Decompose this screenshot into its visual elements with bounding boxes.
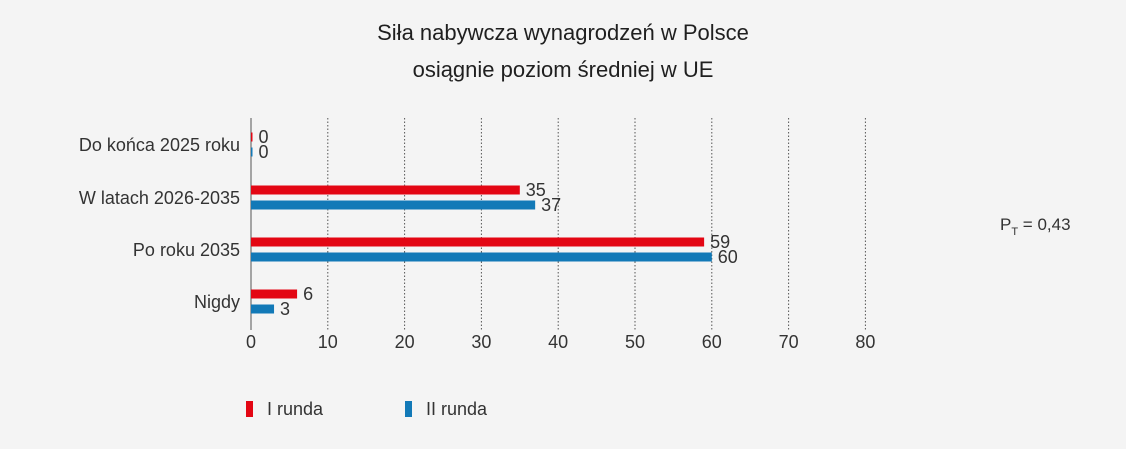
category-label: Nigdy: [194, 292, 240, 312]
data-label: 35: [526, 180, 546, 200]
legend-label: I runda: [267, 399, 324, 419]
bar: [251, 289, 298, 299]
data-label: 0: [259, 127, 269, 147]
chart-title-line-2: osiągnie poziom średniej w UE: [412, 57, 714, 82]
statistic-annotation: PT = 0,43: [1000, 215, 1071, 238]
data-label: 6: [303, 284, 313, 304]
statistic-value: = 0,43: [1018, 215, 1070, 234]
x-tick-label: 60: [702, 332, 722, 352]
x-tick-label: 0: [246, 332, 256, 352]
x-tick-label: 20: [395, 332, 415, 352]
x-tick-label: 80: [855, 332, 875, 352]
x-tick-label: 30: [471, 332, 491, 352]
bar: [251, 200, 536, 210]
data-label: 59: [710, 232, 730, 252]
x-tick-label: 50: [625, 332, 645, 352]
data-label: 60: [718, 247, 738, 267]
chart-title-line-1: Siła nabywcza wynagrodzeń w Polsce: [377, 20, 749, 45]
bar: [251, 252, 712, 262]
legend-label: II runda: [426, 399, 488, 419]
data-label: 0: [259, 142, 269, 162]
bar: [251, 237, 705, 247]
data-label: 37: [541, 195, 561, 215]
bar: [251, 147, 253, 157]
legend-swatch: [246, 401, 253, 417]
bar: [251, 132, 253, 142]
category-label: W latach 2026-2035: [79, 188, 240, 208]
statistic-subscript: T: [1011, 226, 1018, 238]
x-tick-label: 70: [779, 332, 799, 352]
category-label: Do końca 2025 roku: [79, 135, 240, 155]
bar: [251, 185, 520, 195]
x-tick-label: 40: [548, 332, 568, 352]
category-label: Po roku 2035: [133, 240, 240, 260]
bar: [251, 304, 275, 314]
x-tick-label: 10: [318, 332, 338, 352]
data-label: 3: [280, 299, 290, 319]
legend-swatch: [405, 401, 412, 417]
